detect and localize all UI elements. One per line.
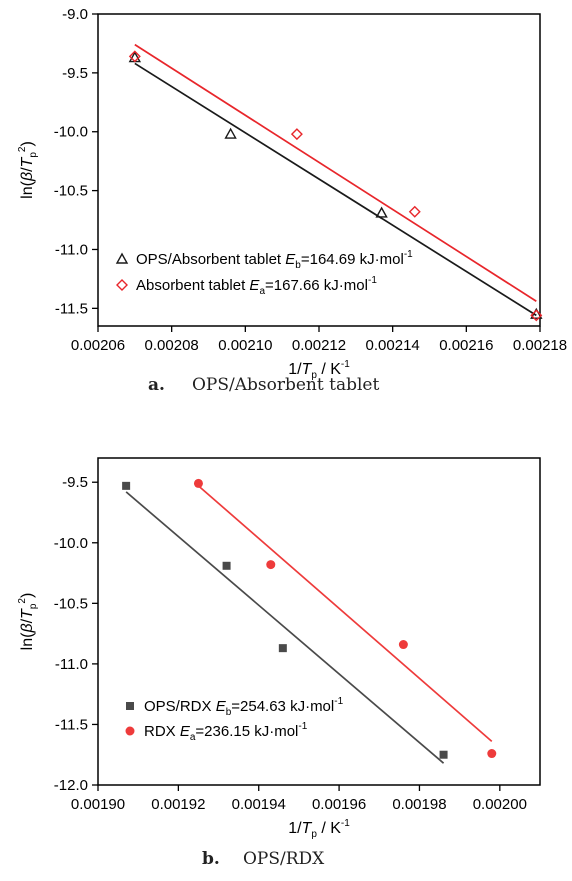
series-1 xyxy=(193,478,497,759)
y-axis-label: ln(β/Tp2) xyxy=(17,141,39,199)
x-tick-label: 0.00200 xyxy=(473,796,527,813)
x-tick-label: 0.00210 xyxy=(218,337,272,354)
chart-panel-a: 0.00206 0.00208 0.00210 0.00212 0.00214 0.002… xyxy=(17,6,567,395)
y-tick-label: -11.0 xyxy=(55,656,88,673)
y-tick-label: -11.0 xyxy=(55,241,88,258)
fit-line xyxy=(125,491,445,764)
data-point xyxy=(278,644,287,653)
x-tick-label: 0.00218 xyxy=(513,337,567,354)
y-tick-label: -10.0 xyxy=(54,124,88,141)
legend-entry: OPS/Absorbent tablet Eb=164.69 kJ·mol-1 xyxy=(136,249,413,271)
fit-line xyxy=(134,62,537,317)
fit-line xyxy=(197,485,493,743)
data-point xyxy=(122,481,131,490)
data-point xyxy=(128,50,141,63)
x-tick-label: 0.00212 xyxy=(292,337,346,354)
data-point xyxy=(222,561,231,570)
data-point xyxy=(266,560,276,570)
legend-marker xyxy=(115,252,129,264)
y-tick-label: -11.5 xyxy=(55,716,88,733)
y-tick-label: -10.5 xyxy=(54,183,88,200)
x-tick-label: 0.00190 xyxy=(71,796,125,813)
legend-entry: RDX Ea=236.15 kJ·mol-1 xyxy=(144,721,308,743)
legend: OPS/Absorbent tablet Eb=164.69 kJ·mol-1 A… xyxy=(115,249,413,297)
data-point xyxy=(193,478,203,488)
legend-marker xyxy=(116,279,128,291)
y-tick-label: -9.5 xyxy=(62,65,88,82)
x-tick-label: 0.00198 xyxy=(392,796,446,813)
data-point xyxy=(224,127,237,139)
x-tick-label: 0.00196 xyxy=(312,796,366,813)
y-tick-label: -11.5 xyxy=(55,300,88,317)
y-tick-label: -12.0 xyxy=(54,777,88,794)
caption-letter: a. xyxy=(148,375,165,395)
y-tick-label: -10.5 xyxy=(54,595,88,612)
caption-text: OPS/Absorbent tablet xyxy=(192,375,379,395)
data-point xyxy=(530,309,543,322)
data-point xyxy=(375,206,388,218)
data-point xyxy=(398,640,408,650)
x-axis-label: 1/Tp / K-1 xyxy=(288,359,350,381)
legend-entry: OPS/RDX Eb=254.63 kJ·mol-1 xyxy=(144,696,344,718)
data-point xyxy=(408,205,421,218)
data-point xyxy=(290,128,303,141)
x-axis-label: 1/Tp / K-1 xyxy=(288,818,350,840)
x-tick-label: 0.00216 xyxy=(439,337,493,354)
series-0 xyxy=(122,481,448,764)
x-tick-label: 0.00192 xyxy=(151,796,205,813)
legend: OPS/RDX Eb=254.63 kJ·mol-1 RDX Ea=236.15 … xyxy=(125,696,344,743)
y-axis-label: ln(β/Tp2) xyxy=(17,593,39,651)
data-point xyxy=(487,749,497,759)
data-point xyxy=(439,750,448,759)
y-tick-label: -9.0 xyxy=(62,6,88,23)
plot-frame xyxy=(97,457,541,786)
x-tick-label: 0.00194 xyxy=(232,796,286,813)
y-tick-label: -9.5 xyxy=(62,474,88,491)
legend-marker xyxy=(125,726,135,736)
chart-panel-b: 0.00190 0.00192 0.00194 0.00196 0.00198 0.002… xyxy=(17,457,541,869)
fit-line xyxy=(134,43,537,302)
y-tick-label: -10.0 xyxy=(54,535,88,552)
x-tick-label: 0.00208 xyxy=(145,337,199,354)
series-1 xyxy=(128,43,543,322)
x-tick-label: 0.00206 xyxy=(71,337,125,354)
legend-entry: Absorbent tablet Ea=167.66 kJ·mol-1 xyxy=(136,275,377,297)
x-tick-label: 0.00214 xyxy=(366,337,420,354)
caption-letter: b. xyxy=(202,849,220,869)
legend-marker xyxy=(126,702,134,710)
caption-text: OPS/RDX xyxy=(243,849,325,869)
